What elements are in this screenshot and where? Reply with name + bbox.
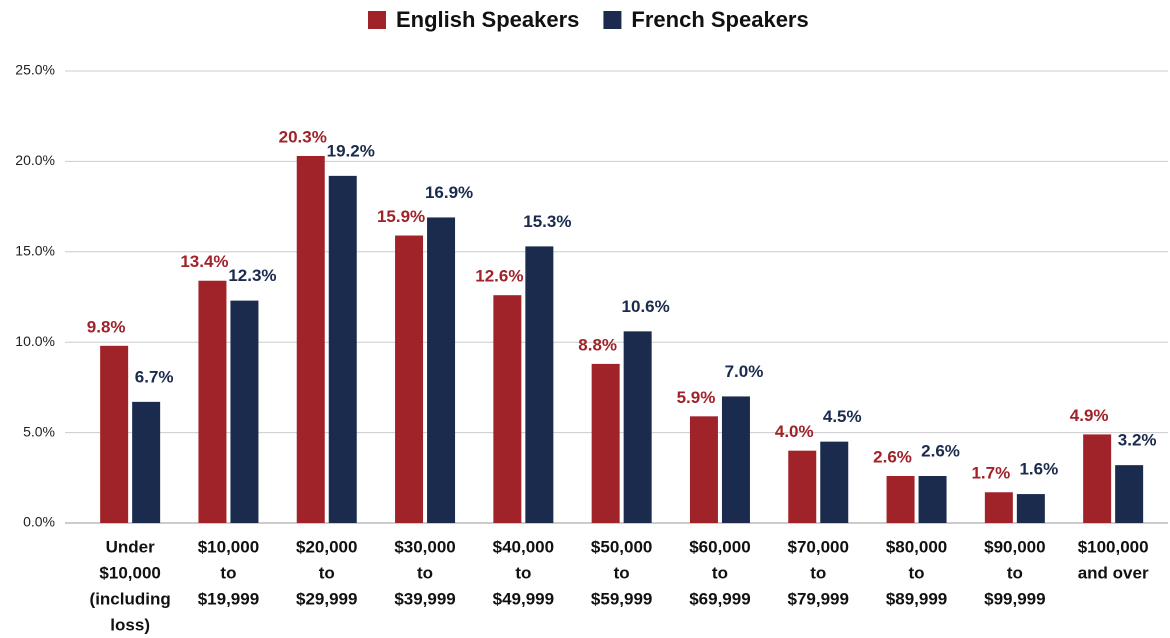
value-label: 16.9% [425,183,473,202]
value-label: 9.8% [87,317,126,336]
x-tick-label: $19,999 [198,589,259,608]
value-label: 7.0% [725,362,764,381]
x-tick-label: $29,999 [296,589,357,608]
x-tick-label: (including [90,589,171,608]
bar [918,475,947,523]
value-label: 15.3% [523,212,571,231]
value-label: 19.2% [327,141,375,160]
y-tick-label: 20.0% [15,152,55,168]
value-label: 12.6% [475,267,523,286]
value-label: 20.3% [279,127,327,146]
x-tick-label: $10,000 [99,563,160,582]
value-label: 4.0% [775,422,814,441]
legend-swatch [603,11,622,29]
bar [886,475,915,523]
x-tick-label: $49,999 [493,589,554,608]
value-label: 2.6% [873,447,912,466]
legend-swatch [368,11,386,29]
value-label: 3.2% [1118,431,1157,450]
x-tick-label: $69,999 [689,589,750,608]
legend-label: French Speakers [631,7,808,32]
legend-label: English Speakers [396,7,579,32]
x-tick-label: to [614,563,630,582]
x-tick-label: $89,999 [886,589,947,608]
value-label: 12.3% [228,266,276,285]
value-label: 4.9% [1070,406,1109,425]
x-tick-label: to [1007,563,1023,582]
y-tick-label: 15.0% [15,243,55,259]
x-tick-label: $99,999 [984,589,1045,608]
bar [788,450,817,523]
x-tick-label: loss) [110,615,150,634]
value-label: 10.6% [622,297,670,316]
bar [198,280,227,523]
bar [689,416,718,523]
x-tick-label: $60,000 [689,537,750,556]
value-label: 2.6% [921,441,960,460]
x-tick-label: $79,999 [788,589,849,608]
x-tick-label: to [319,563,335,582]
x-tick-label: $70,000 [788,537,849,556]
value-label: 5.9% [677,388,716,407]
x-tick-label: Under [106,537,156,556]
x-tick-label: and over [1078,563,1149,582]
bar [296,155,325,523]
y-tick-label: 0.0% [23,514,55,530]
x-tick-label: $100,000 [1078,537,1149,556]
bar [591,363,620,523]
bar [132,401,161,523]
x-tick-label: to [909,563,925,582]
bar [230,300,259,523]
x-tick-label: to [810,563,826,582]
value-label: 6.7% [135,367,174,386]
x-tick-label: $10,000 [198,537,259,556]
value-label: 1.6% [1019,460,1058,479]
bar [1083,434,1112,523]
x-tick-label: to [220,563,236,582]
bar [820,441,849,523]
value-label: 8.8% [578,335,617,354]
bar [493,295,522,523]
x-tick-label: $80,000 [886,537,947,556]
x-tick-label: $59,999 [591,589,652,608]
x-tick-label: $40,000 [493,537,554,556]
bar [328,175,357,523]
value-label: 13.4% [180,252,228,271]
y-tick-label: 10.0% [15,333,55,349]
x-tick-label: $90,000 [984,537,1045,556]
x-tick-label: $30,000 [394,537,455,556]
bar [984,492,1013,523]
x-tick-label: to [712,563,728,582]
x-tick-label: $20,000 [296,537,357,556]
x-tick-label: to [515,563,531,582]
x-tick-label: $50,000 [591,537,652,556]
y-tick-label: 5.0% [23,423,55,439]
value-label: 15.9% [377,207,425,226]
x-tick-label: to [417,563,433,582]
bar [427,217,456,523]
value-label: 4.5% [823,407,862,426]
x-tick-label: $39,999 [394,589,455,608]
bar [395,235,424,523]
bar [525,246,554,523]
y-tick-label: 25.0% [15,62,55,78]
bar [623,331,652,523]
value-label: 1.7% [971,464,1010,483]
bar [1115,465,1144,523]
bar [1016,494,1045,523]
bar [721,396,750,523]
bar [100,345,129,523]
